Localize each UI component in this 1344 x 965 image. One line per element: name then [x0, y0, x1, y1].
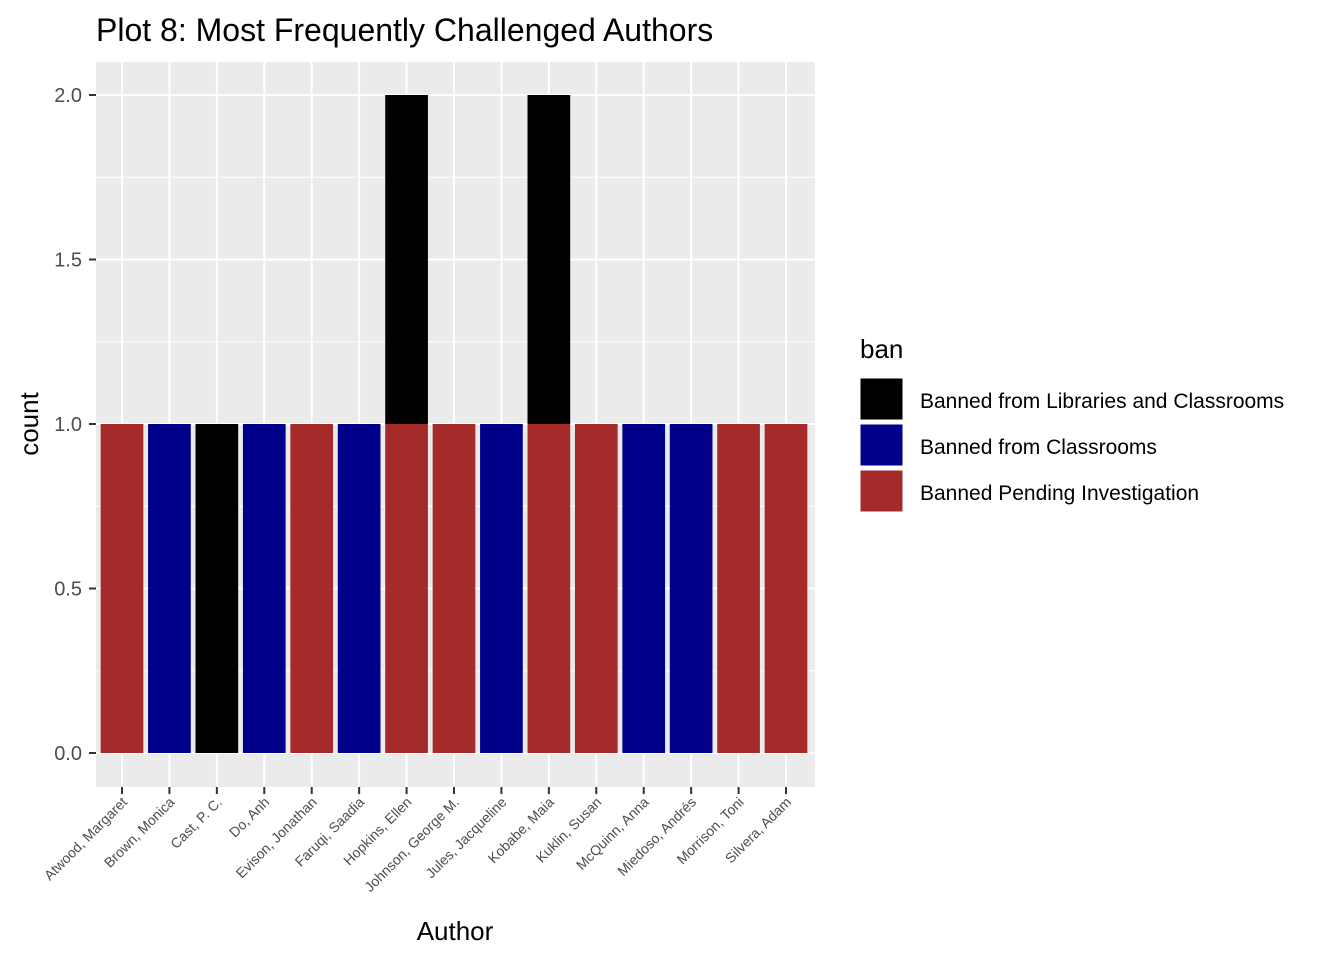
legend-key [859, 423, 904, 467]
bar-segment [385, 95, 428, 424]
bar-segment [622, 424, 666, 753]
legend-label: Banned Pending Investigation [920, 482, 1199, 505]
bar-segment [242, 424, 286, 753]
x-tick-label: Atwood, Margaret [41, 794, 131, 884]
bar-segment [385, 424, 428, 753]
legend-key [859, 377, 904, 421]
legend-label: Banned from Libraries and Classrooms [920, 390, 1284, 413]
bar-segment [574, 424, 618, 753]
bar-segment [195, 424, 239, 753]
bar-segment [290, 424, 334, 753]
x-tick-label: Do, Anh [226, 794, 273, 841]
bar-segment [669, 424, 713, 753]
bar-segment [527, 95, 571, 424]
y-tick-label: 2.0 [54, 85, 82, 107]
y-tick-label: 1.5 [54, 250, 82, 272]
bar-segment [432, 424, 476, 753]
chart-title: Plot 8: Most Frequently Challenged Autho… [96, 12, 713, 48]
bar-segment [527, 424, 571, 753]
y-tick-label: 0.0 [54, 743, 82, 765]
bar-segment [717, 424, 760, 753]
y-tick-label: 0.5 [54, 579, 82, 601]
y-axis-label: count [14, 391, 44, 455]
x-axis-label: Author [417, 916, 494, 946]
bar-segment [764, 424, 808, 753]
y-axis: 0.0 0.5 1.0 1.5 2.0 [54, 85, 96, 765]
legend-label: Banned from Classrooms [920, 436, 1157, 459]
bar-segment [337, 424, 381, 753]
x-tick-label: Evison, Jonathan [233, 794, 320, 881]
legend-key [859, 469, 904, 513]
bar-segment [148, 424, 191, 753]
legend: ban Banned from Libraries and Classrooms… [859, 334, 1284, 513]
y-tick-label: 1.0 [54, 414, 82, 436]
bar-segment [480, 424, 523, 753]
x-tick-label: Jules, Jacqueline [422, 794, 509, 881]
bars [100, 95, 808, 753]
legend-title: ban [860, 334, 903, 364]
bar-segment [100, 424, 144, 753]
x-tick-label: Cast, P. C. [167, 794, 225, 852]
